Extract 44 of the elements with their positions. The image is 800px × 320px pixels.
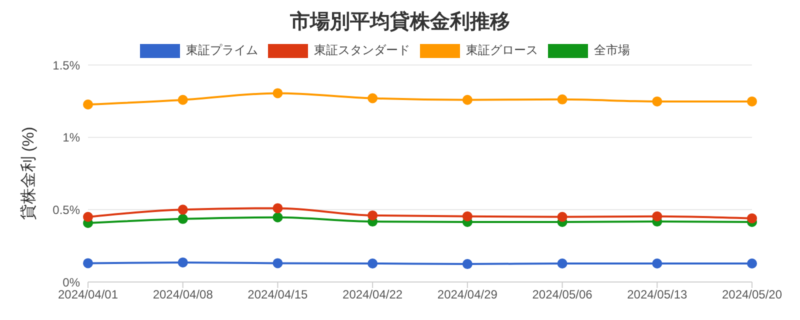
y-tick-label: 0%: [62, 275, 80, 290]
legend-label: 東証プライム: [185, 42, 258, 59]
point: [272, 258, 283, 268]
x-tick-label: 2024/04/08: [152, 288, 214, 302]
point: [652, 258, 662, 268]
point: [83, 212, 93, 222]
legend-label: 全市場: [593, 42, 630, 59]
x-tick-label: 2024/05/06: [532, 288, 593, 302]
y-tick-label: 1.5%: [52, 58, 80, 72]
x-tick-label: 2024/04/29: [437, 288, 498, 302]
point: [557, 212, 568, 222]
x-tick-label: 2024/05/20: [722, 288, 782, 302]
point: [178, 214, 188, 224]
point: [652, 96, 662, 106]
point: [368, 210, 378, 220]
y-tick-label: 0.5%: [52, 202, 80, 217]
x-tick-label: 2024/04/15: [248, 288, 308, 302]
point: [272, 203, 283, 214]
y-tick-label: 1%: [62, 130, 80, 145]
point: [368, 93, 378, 104]
point: [368, 258, 378, 268]
point: [652, 211, 662, 222]
point: [557, 258, 568, 268]
point: [557, 94, 568, 104]
x-tick-label: 2024/05/13: [627, 288, 688, 302]
point: [83, 258, 93, 268]
point: [178, 257, 188, 268]
point: [272, 88, 283, 98]
point: [747, 258, 757, 268]
point: [272, 212, 283, 222]
point: [747, 213, 757, 224]
x-tick-label: 2024/04/22: [342, 288, 403, 302]
point: [83, 99, 93, 110]
point: [462, 211, 472, 222]
point: [178, 204, 188, 215]
x-tick-label: 2024/04/01: [58, 288, 118, 302]
point: [462, 259, 472, 270]
point: [178, 94, 188, 105]
y-axis-title: 貸株金利 (%): [20, 126, 38, 220]
legend-label: 東証グロース: [465, 42, 538, 59]
point: [747, 96, 757, 106]
chart-title: 市場別平均貸株金利推移: [289, 10, 511, 35]
point: [462, 94, 472, 105]
legend-label: 東証スタンダード: [313, 42, 410, 59]
